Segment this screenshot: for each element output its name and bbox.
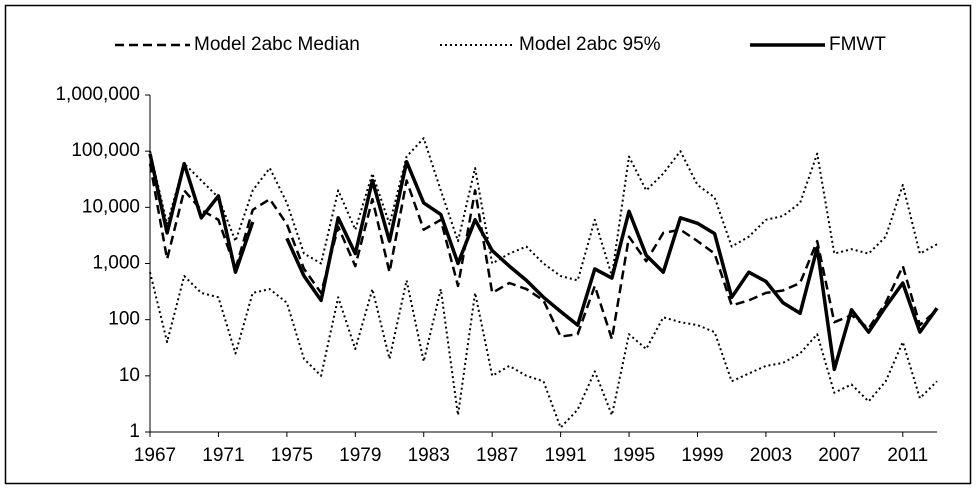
x-tick-label: 1987 xyxy=(476,445,518,466)
x-tick-label: 2007 xyxy=(818,445,860,466)
x-tick-label: 1971 xyxy=(202,445,244,466)
y-tick-label: 10,000 xyxy=(82,196,140,217)
x-tick-label: 1967 xyxy=(134,445,176,466)
legend-label: FMWT xyxy=(829,34,886,55)
x-tick-label: 1979 xyxy=(339,445,381,466)
y-tick-label: 1 xyxy=(129,421,140,442)
x-tick-label: 2003 xyxy=(750,445,792,466)
series-line xyxy=(148,163,938,341)
y-tick-label: 100 xyxy=(108,309,140,330)
x-tick-label: 2011 xyxy=(887,445,928,466)
legend-label: Model 2abc Median xyxy=(194,34,360,55)
y-tick-label: 1,000 xyxy=(92,253,140,274)
x-tick-label: 1995 xyxy=(613,445,655,466)
legend-label: Model 2abc 95% xyxy=(519,34,661,55)
x-tick-label: 1999 xyxy=(681,445,723,466)
y-tick-label: 100,000 xyxy=(71,140,140,161)
series-line xyxy=(149,137,938,282)
x-tick-label: 1975 xyxy=(271,445,313,466)
y-tick-label: 10 xyxy=(119,365,140,386)
series-line xyxy=(149,271,938,429)
x-tick-label: 1991 xyxy=(544,445,586,466)
x-tick-label: 1983 xyxy=(408,445,450,466)
y-tick-label: 1,000,000 xyxy=(55,84,140,105)
series-line xyxy=(148,153,939,372)
